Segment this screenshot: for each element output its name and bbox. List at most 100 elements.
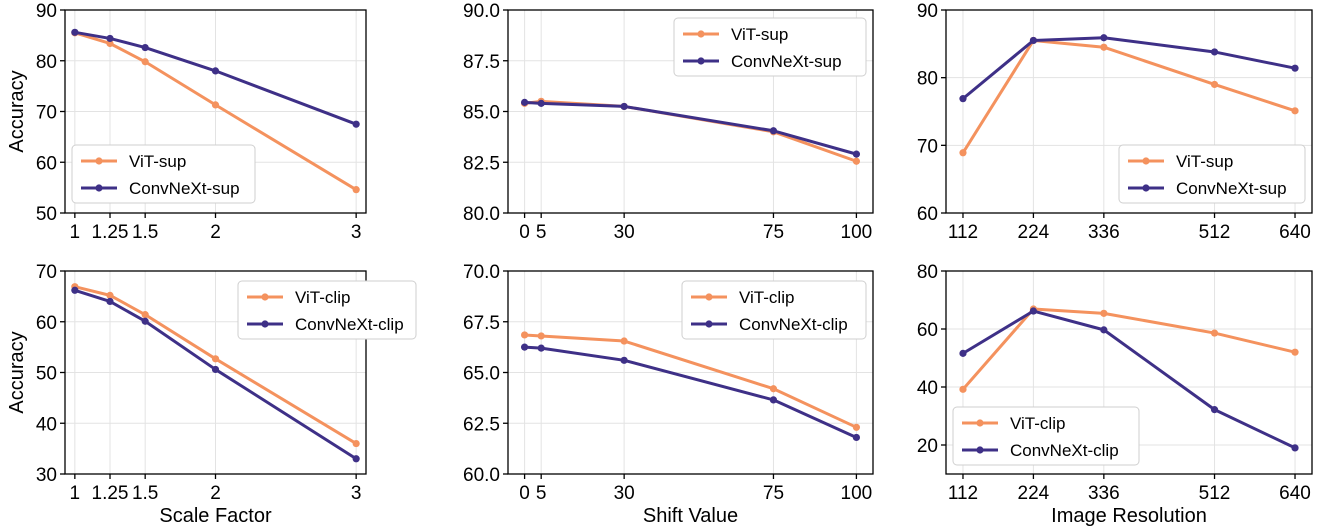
y-axis-label: Accuracy xyxy=(6,331,28,413)
x-tick-label: 30 xyxy=(614,222,635,243)
x-tick-label: 30 xyxy=(614,483,635,504)
legend-box xyxy=(952,406,1140,466)
y-tick-label: 50 xyxy=(36,364,57,385)
y-tick-label: 62.5 xyxy=(463,414,500,435)
y-tick-label: 70 xyxy=(917,136,938,157)
x-tick-label: 1.25 xyxy=(92,483,129,504)
data-point xyxy=(769,127,778,135)
data-point xyxy=(1100,43,1108,51)
legend-swatch-marker xyxy=(976,419,984,427)
x-tick-label: 512 xyxy=(1199,222,1231,243)
legend: ViT-sup ConvNeXt-sup xyxy=(673,17,867,77)
y-tick-label: 65.0 xyxy=(463,364,500,385)
legend: ViT-clip ConvNeXt-clip xyxy=(952,406,1140,466)
data-point xyxy=(852,157,861,165)
data-point xyxy=(1210,80,1219,89)
x-tick-label: 1.25 xyxy=(92,222,129,243)
chart-panel-4: 1 1.25 1.5 2 3 30 40 50 60 70 Accuracy Scale Factor… xyxy=(6,262,417,526)
data-point xyxy=(959,149,967,157)
data-point xyxy=(71,28,79,36)
data-point xyxy=(537,344,545,352)
x-tick-label: 1.5 xyxy=(132,222,158,243)
data-point xyxy=(1291,348,1299,356)
y-tick-label: 70.0 xyxy=(463,262,500,283)
data-point xyxy=(1210,329,1219,337)
y-tick-label: 70 xyxy=(36,262,57,283)
x-tick-label: 100 xyxy=(841,222,873,243)
legend-label: ViT-sup xyxy=(731,25,788,44)
series-line-1 xyxy=(524,99,857,163)
legend-box xyxy=(1118,144,1306,204)
data-point xyxy=(211,355,220,363)
data-point xyxy=(852,423,861,431)
chart-panel-6: 112 224 336 512 640 20 40 60 80 Image Resolution V… xyxy=(917,262,1313,526)
data-point xyxy=(141,317,149,325)
legend-label: ViT-clip xyxy=(1010,414,1065,433)
data-point xyxy=(1029,36,1038,45)
x-tick-label: 336 xyxy=(1088,483,1120,504)
data-point xyxy=(959,385,967,393)
legend-label: ViT-clip xyxy=(739,288,794,307)
data-point xyxy=(352,439,360,448)
x-tick-label: 3 xyxy=(351,222,362,243)
data-point xyxy=(352,120,360,128)
data-point xyxy=(1210,406,1219,414)
x-tick-label: 1 xyxy=(70,483,81,504)
x-tick-label: 75 xyxy=(763,483,784,504)
plot-frame xyxy=(945,270,1313,475)
legend: ViT-clip ConvNeXt-clip xyxy=(237,280,417,340)
y-tick-label: 90 xyxy=(36,1,57,22)
y-tick-label: 20 xyxy=(917,436,938,457)
x-tick-label: 224 xyxy=(1018,483,1050,504)
y-tick-label: 80 xyxy=(917,262,938,283)
x-tick-label: 100 xyxy=(841,483,873,504)
legend-swatch-marker xyxy=(261,293,269,301)
y-tick-label: 80.0 xyxy=(463,204,500,225)
y-tick-label: 50 xyxy=(36,204,57,225)
x-tick-label: 0 xyxy=(519,483,530,504)
data-point xyxy=(769,385,778,393)
legend: ViT-sup ConvNeXt-sup xyxy=(71,144,256,204)
y-tick-label: 60 xyxy=(36,153,57,174)
y-axis-label: Accuracy xyxy=(6,70,28,152)
data-point xyxy=(211,101,220,109)
y-tick-label: 90 xyxy=(917,1,938,22)
x-tick-label: 512 xyxy=(1199,483,1231,504)
legend-swatch-marker xyxy=(95,184,103,192)
legend-label: ConvNeXt-sup xyxy=(731,52,842,71)
data-point xyxy=(852,433,861,442)
x-tick-label: 1 xyxy=(70,222,81,243)
data-point xyxy=(769,396,778,404)
data-point xyxy=(537,332,545,340)
x-axis-label: Scale Factor xyxy=(159,505,272,526)
x-tick-label: 112 xyxy=(948,483,978,504)
series-line-2 xyxy=(524,100,857,156)
y-tick-label: 60 xyxy=(917,320,938,341)
legend-swatch-marker xyxy=(697,30,705,38)
x-axis-label: Image Resolution xyxy=(1051,505,1207,526)
data-point xyxy=(959,349,967,357)
data-point xyxy=(1291,107,1299,115)
data-point xyxy=(1291,64,1299,72)
legend-label: ViT-clip xyxy=(295,288,350,307)
data-point xyxy=(1100,309,1108,317)
x-tick-label: 5 xyxy=(536,483,547,504)
data-point xyxy=(537,99,545,107)
data-point xyxy=(352,455,360,463)
x-tick-label: 224 xyxy=(1018,222,1050,243)
data-point xyxy=(141,311,149,319)
data-point xyxy=(1100,34,1108,42)
data-point xyxy=(71,286,79,294)
legend-label: ConvNeXt-sup xyxy=(129,179,240,198)
x-axis-label: Shift Value xyxy=(643,505,738,526)
legend-label: ConvNeXt-clip xyxy=(1010,441,1119,460)
x-tick-label: 640 xyxy=(1279,483,1311,504)
legend: ViT-sup ConvNeXt-sup xyxy=(1118,144,1306,204)
legend-swatch-marker xyxy=(261,320,269,328)
data-point xyxy=(1291,444,1299,452)
legend-label: ViT-sup xyxy=(1176,152,1233,171)
legend-label: ConvNeXt-clip xyxy=(295,315,404,334)
series-line-2 xyxy=(962,36,1296,100)
legend-swatch-marker xyxy=(976,446,984,454)
plot-frame xyxy=(945,9,1313,214)
